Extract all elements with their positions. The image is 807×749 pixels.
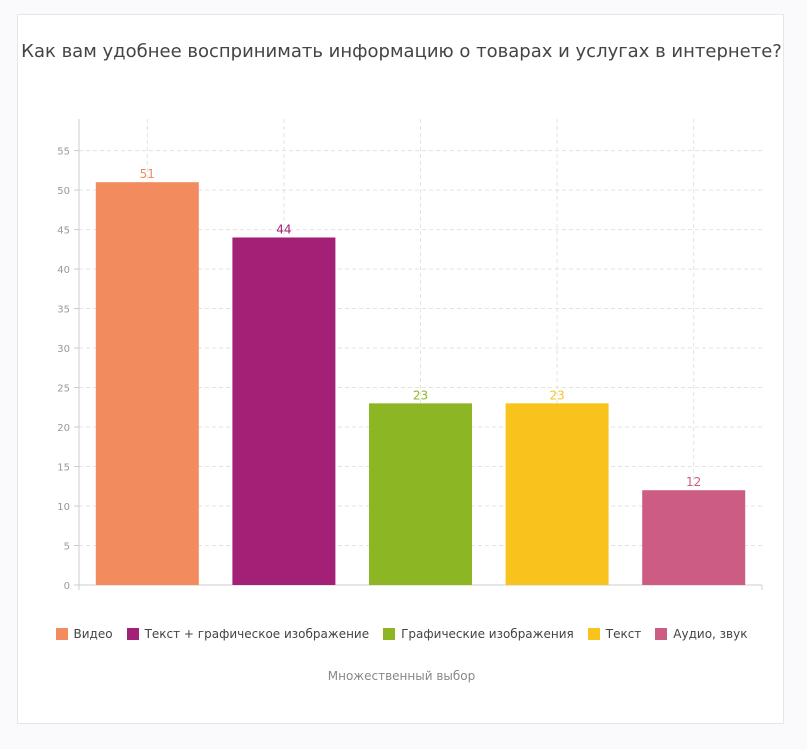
legend-item[interactable]: Видео [55,627,113,641]
y-tick-label: 45 [57,226,70,237]
bar-value-label: 51 [140,167,155,181]
y-tick-label: 30 [57,344,70,355]
chart-legend: Видео Текст + графическое изображение Граф… [18,627,785,641]
bar [505,403,609,585]
legend-swatch [587,628,600,640]
legend-label: Текст + графическое изображение [144,627,370,641]
bar-value-label: 12 [686,475,701,489]
bar-value-label: 23 [549,388,564,402]
y-tick-label: 35 [57,305,70,316]
legend-label: Аудио, звук [673,627,748,641]
bar-chart: 0 5 10 15 20 25 30 35 40 45 50 55 51 44 23 23 12 [57,119,763,592]
bar-value-label: 23 [413,388,428,402]
legend-swatch [383,628,396,640]
bar-value-label: 44 [276,222,291,236]
y-tick-label: 55 [57,147,70,158]
legend-item[interactable]: Аудио, звук [655,627,747,641]
bar [95,182,199,585]
y-tick-label: 20 [57,423,70,434]
y-tick-label: 5 [64,542,70,553]
legend-swatch [655,628,668,640]
bar [232,237,336,585]
chart-footnote: Множественный выбор [327,669,476,683]
legend-item[interactable]: Графические изображения [383,627,574,641]
y-tick-label: 10 [57,502,70,513]
y-tick-label: 25 [57,384,70,395]
chart-card: Как вам удобнее воспринимать информацию … [17,14,784,724]
y-tick-label: 40 [57,265,70,276]
legend-label: Видео [73,627,113,641]
legend-swatch [55,628,68,640]
y-tick-label: 50 [57,186,70,197]
bar [369,403,472,585]
y-tick-label: 0 [64,581,70,592]
legend-item[interactable]: Текст [587,627,642,641]
legend-item[interactable]: Текст + графическое изображение [126,627,370,641]
legend-swatch [126,628,139,640]
legend-label: Текст [605,627,642,641]
chart-title: Как вам удобнее воспринимать информацию … [21,41,782,62]
y-tick-label: 15 [57,463,70,474]
bar [642,490,746,585]
legend-label: Графические изображения [401,627,574,641]
